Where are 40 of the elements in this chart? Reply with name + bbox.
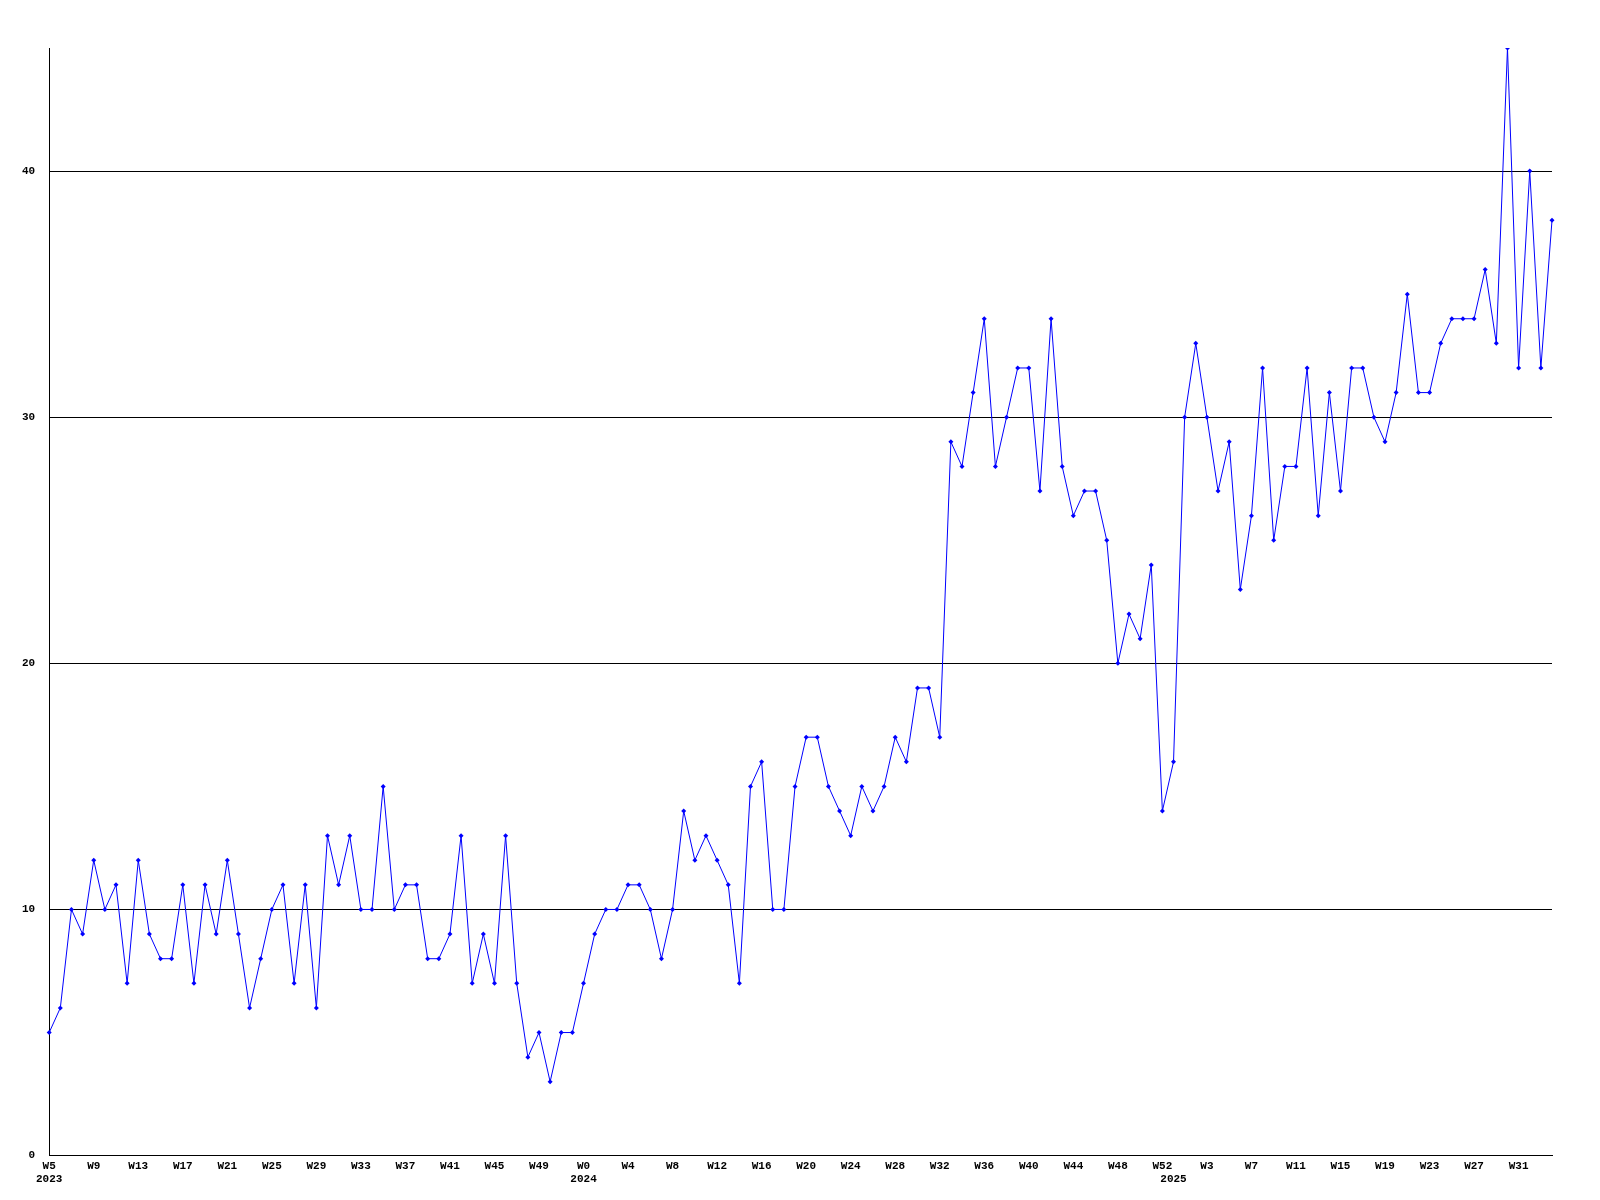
x-tick-label: W52	[1152, 1159, 1173, 1172]
x-tick-label: W32	[929, 1159, 950, 1172]
x-tick-label: W28	[885, 1159, 906, 1172]
x-tick-label: W0 2024	[570, 1159, 598, 1186]
x-tick-label: W8	[665, 1159, 680, 1172]
x-tick-label: W33	[350, 1159, 372, 1172]
x-tick-label: W36	[974, 1159, 995, 1172]
x-tick-label: W15	[1330, 1159, 1351, 1172]
x-tick-label: W41	[440, 1159, 461, 1172]
x-tick-label: W4	[621, 1159, 636, 1172]
x-tick-label: W13	[128, 1159, 149, 1172]
x-tick-label: W21	[217, 1159, 238, 1172]
x-tick-label: W3	[1200, 1159, 1214, 1172]
x-tick-label: W29	[306, 1159, 327, 1172]
x-tick-label: W25	[261, 1159, 283, 1172]
x-tick-label: W17	[172, 1159, 193, 1172]
x-tick-label: W44	[1063, 1159, 1084, 1172]
y-tick-label: 40	[22, 164, 36, 177]
x-tick-label: W5 2023	[36, 1159, 63, 1186]
x-tick-label: W11	[1286, 1159, 1307, 1172]
x-tick-label: W16	[751, 1159, 772, 1172]
y-tick-label: 20	[22, 657, 36, 670]
x-tick-label: W19	[1375, 1159, 1395, 1172]
x-tick-label: W24	[840, 1159, 861, 1172]
x-tick-label: W23	[1419, 1159, 1440, 1172]
y-tick-label: 0	[28, 1149, 36, 1162]
x-tick-label: W9	[87, 1159, 101, 1172]
x-tick-label: W48	[1107, 1159, 1129, 1172]
x-tick-label: W20	[796, 1159, 817, 1172]
x-tick-label: W37	[395, 1159, 416, 1172]
x-tick-label: 2025	[1160, 1173, 1188, 1186]
x-tick-label: W7	[1244, 1159, 1259, 1172]
x-tick-label: W12	[707, 1159, 728, 1172]
x-tick-label: W40	[1018, 1159, 1039, 1172]
x-tick-label: W27	[1464, 1159, 1484, 1172]
x-tick-label: W49	[529, 1159, 549, 1172]
y-tick-label: 30	[22, 410, 36, 423]
y-tick-label: 10	[22, 903, 36, 916]
x-tick-label: W45	[484, 1159, 505, 1172]
x-tick-label: W31	[1508, 1159, 1529, 1172]
